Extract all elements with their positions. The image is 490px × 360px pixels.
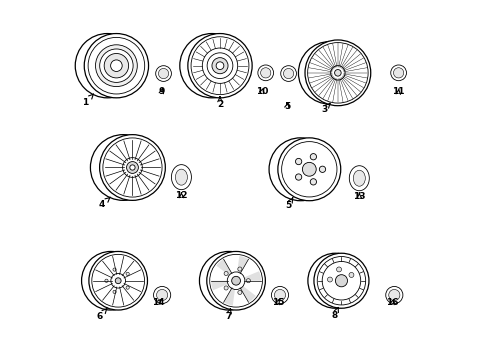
Circle shape xyxy=(284,68,294,78)
Circle shape xyxy=(158,68,169,78)
Circle shape xyxy=(122,158,142,177)
Circle shape xyxy=(113,268,116,271)
Circle shape xyxy=(295,174,302,180)
Circle shape xyxy=(91,135,156,201)
Circle shape xyxy=(386,287,403,303)
Ellipse shape xyxy=(172,165,192,190)
Circle shape xyxy=(202,48,238,84)
Circle shape xyxy=(89,251,147,310)
Circle shape xyxy=(337,267,342,272)
Circle shape xyxy=(331,66,345,80)
Text: 5: 5 xyxy=(286,198,293,210)
Circle shape xyxy=(111,60,122,72)
Polygon shape xyxy=(211,281,236,290)
Circle shape xyxy=(269,138,332,201)
Text: 6: 6 xyxy=(97,308,107,321)
Text: 11: 11 xyxy=(392,87,405,96)
Ellipse shape xyxy=(349,166,369,191)
Text: 1: 1 xyxy=(82,94,94,107)
Polygon shape xyxy=(216,259,236,281)
Circle shape xyxy=(261,68,271,78)
Circle shape xyxy=(99,135,165,201)
Text: 2: 2 xyxy=(217,97,223,109)
Circle shape xyxy=(75,33,140,98)
Circle shape xyxy=(319,166,326,172)
Circle shape xyxy=(281,66,296,81)
Text: 9: 9 xyxy=(159,87,165,96)
Circle shape xyxy=(232,276,241,285)
Text: 12: 12 xyxy=(175,191,188,200)
Circle shape xyxy=(126,272,129,275)
Text: 4: 4 xyxy=(99,197,110,209)
Circle shape xyxy=(96,45,137,87)
Polygon shape xyxy=(236,281,256,302)
Ellipse shape xyxy=(353,170,366,186)
Circle shape xyxy=(349,273,354,278)
Circle shape xyxy=(391,65,407,81)
Circle shape xyxy=(212,58,228,74)
Circle shape xyxy=(99,49,133,82)
Circle shape xyxy=(271,287,289,303)
Text: 14: 14 xyxy=(152,298,165,307)
Circle shape xyxy=(327,277,332,282)
Circle shape xyxy=(335,69,341,76)
Circle shape xyxy=(130,165,135,170)
Circle shape xyxy=(224,271,228,275)
Circle shape xyxy=(310,154,317,160)
Circle shape xyxy=(314,253,369,308)
Circle shape xyxy=(246,279,250,283)
Circle shape xyxy=(389,289,400,301)
Circle shape xyxy=(156,289,168,301)
Circle shape xyxy=(258,65,273,81)
Circle shape xyxy=(199,251,258,310)
Circle shape xyxy=(274,289,286,301)
Text: 15: 15 xyxy=(271,298,284,307)
Text: 7: 7 xyxy=(225,309,231,321)
Circle shape xyxy=(207,251,266,310)
Polygon shape xyxy=(223,281,236,305)
Circle shape xyxy=(153,287,171,303)
Circle shape xyxy=(322,261,361,300)
Circle shape xyxy=(84,33,148,98)
Text: 13: 13 xyxy=(353,192,366,201)
Circle shape xyxy=(308,253,363,308)
Circle shape xyxy=(104,54,128,78)
Circle shape xyxy=(216,62,224,69)
Circle shape xyxy=(310,179,317,185)
Text: 10: 10 xyxy=(256,87,269,96)
Text: 3: 3 xyxy=(321,103,330,114)
Circle shape xyxy=(126,286,129,289)
Circle shape xyxy=(224,286,228,290)
Circle shape xyxy=(126,162,138,174)
Circle shape xyxy=(302,162,316,176)
Circle shape xyxy=(305,40,371,106)
Circle shape xyxy=(227,272,245,289)
Circle shape xyxy=(81,251,140,310)
Circle shape xyxy=(278,138,341,201)
Circle shape xyxy=(238,267,242,271)
Circle shape xyxy=(335,275,347,287)
Circle shape xyxy=(113,290,116,293)
Circle shape xyxy=(393,68,404,78)
Circle shape xyxy=(111,273,125,288)
Ellipse shape xyxy=(175,169,187,185)
Polygon shape xyxy=(236,256,248,281)
Circle shape xyxy=(180,33,244,98)
Circle shape xyxy=(238,291,242,294)
Circle shape xyxy=(115,278,121,284)
Circle shape xyxy=(188,33,252,98)
Circle shape xyxy=(105,279,108,282)
Circle shape xyxy=(156,66,171,81)
Polygon shape xyxy=(236,271,261,281)
Circle shape xyxy=(298,42,361,104)
Text: 8: 8 xyxy=(332,307,339,320)
Circle shape xyxy=(295,158,302,165)
Text: 5: 5 xyxy=(284,102,290,111)
Text: 16: 16 xyxy=(386,298,399,307)
